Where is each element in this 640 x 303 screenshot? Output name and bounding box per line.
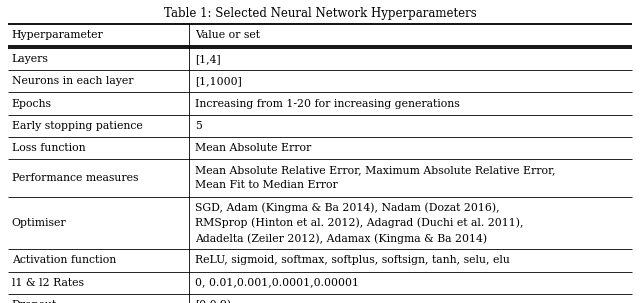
Text: [1,1000]: [1,1000] xyxy=(195,76,241,86)
Text: Performance measures: Performance measures xyxy=(12,173,138,183)
Text: [1,4]: [1,4] xyxy=(195,54,220,64)
Text: Adadelta (Zeiler 2012), Adamax (Kingma & Ba 2014): Adadelta (Zeiler 2012), Adamax (Kingma &… xyxy=(195,233,487,244)
Text: [0,0.9): [0,0.9) xyxy=(195,300,231,303)
Text: Layers: Layers xyxy=(12,54,49,64)
Text: Dropout: Dropout xyxy=(12,300,57,303)
Text: Hyperparameter: Hyperparameter xyxy=(12,30,104,40)
Text: ReLU, sigmoid, softmax, softplus, softsign, tanh, selu, elu: ReLU, sigmoid, softmax, softplus, softsi… xyxy=(195,255,509,265)
Text: Activation function: Activation function xyxy=(12,255,116,265)
Text: 5: 5 xyxy=(195,121,202,131)
Text: Increasing from 1-20 for increasing generations: Increasing from 1-20 for increasing gene… xyxy=(195,98,460,108)
Text: Table 1: Selected Neural Network Hyperparameters: Table 1: Selected Neural Network Hyperpa… xyxy=(164,7,476,20)
Text: Mean Fit to Median Error: Mean Fit to Median Error xyxy=(195,181,337,191)
Text: Value or set: Value or set xyxy=(195,30,260,40)
Text: l1 & l2 Rates: l1 & l2 Rates xyxy=(12,278,84,288)
Text: 0, 0.01,0.001,0.0001,0.00001: 0, 0.01,0.001,0.0001,0.00001 xyxy=(195,278,359,288)
Text: Optimiser: Optimiser xyxy=(12,218,67,228)
Text: RMSprop (Hinton et al. 2012), Adagrad (Duchi et al. 2011),: RMSprop (Hinton et al. 2012), Adagrad (D… xyxy=(195,218,524,228)
Text: Neurons in each layer: Neurons in each layer xyxy=(12,76,133,86)
Text: Mean Absolute Error: Mean Absolute Error xyxy=(195,143,311,153)
Text: Early stopping patience: Early stopping patience xyxy=(12,121,143,131)
Text: Epochs: Epochs xyxy=(12,98,52,108)
Text: Loss function: Loss function xyxy=(12,143,85,153)
Text: Mean Absolute Relative Error, Maximum Absolute Relative Error,: Mean Absolute Relative Error, Maximum Ab… xyxy=(195,165,556,175)
Text: SGD, Adam (Kingma & Ba 2014), Nadam (Dozat 2016),: SGD, Adam (Kingma & Ba 2014), Nadam (Doz… xyxy=(195,202,499,213)
